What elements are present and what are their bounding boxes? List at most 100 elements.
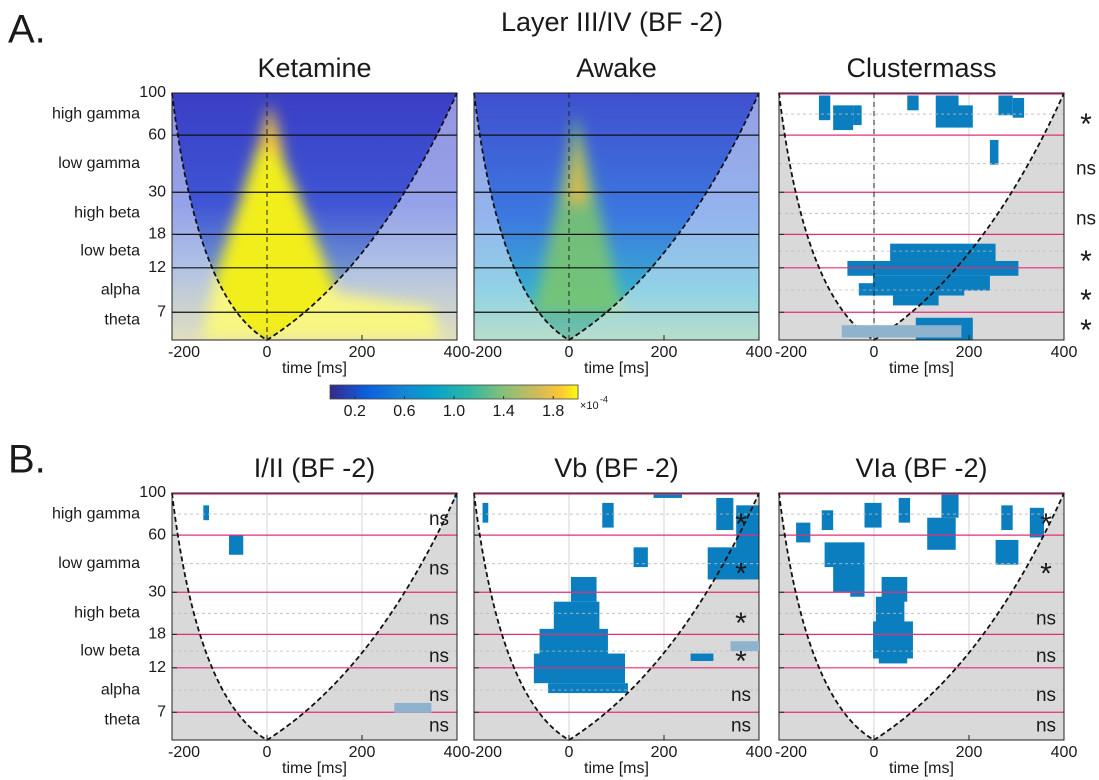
plot-title: Vb (BF -2) bbox=[554, 453, 679, 483]
cluster-region bbox=[995, 539, 1019, 565]
significance-label: * bbox=[735, 645, 747, 678]
band-label: high beta bbox=[74, 205, 140, 222]
band-label: alpha bbox=[101, 681, 140, 698]
cluster-region bbox=[864, 502, 882, 528]
panel-label: B. bbox=[8, 438, 46, 482]
plot-title: I/II (BF -2) bbox=[254, 453, 376, 483]
significance-label: * bbox=[1080, 245, 1092, 278]
colorbar-tick-label: 0.6 bbox=[393, 403, 415, 420]
cluster-region bbox=[955, 105, 973, 128]
cluster-region bbox=[858, 283, 965, 296]
significance-label: * bbox=[735, 558, 747, 591]
cluster-region bbox=[548, 683, 628, 694]
cone-outside bbox=[172, 93, 457, 340]
cluster-region bbox=[989, 139, 999, 165]
x-tick-label: 400 bbox=[444, 744, 471, 761]
x-tick-label: -200 bbox=[168, 344, 200, 361]
cluster-region bbox=[730, 641, 759, 652]
plot-title: VIa (BF -2) bbox=[855, 453, 987, 483]
cluster-region bbox=[833, 105, 854, 131]
cluster-region bbox=[1029, 507, 1045, 538]
cluster-region bbox=[1001, 505, 1013, 531]
colorbar-tick-label: 1.0 bbox=[443, 403, 465, 420]
cluster-region bbox=[893, 295, 939, 306]
significance-label: ns bbox=[1076, 208, 1096, 229]
band-label: alpha bbox=[101, 281, 140, 298]
band-label: theta bbox=[104, 311, 140, 328]
x-tick-label: -200 bbox=[470, 344, 502, 361]
significance-label: ns bbox=[731, 685, 751, 706]
y-tick-label: 60 bbox=[148, 126, 166, 143]
cluster-region bbox=[482, 502, 489, 523]
band-label: low gamma bbox=[58, 555, 140, 572]
x-tick-label: 200 bbox=[956, 744, 983, 761]
cluster-region bbox=[850, 542, 865, 597]
cluster-region bbox=[890, 243, 996, 261]
x-tick-label: 200 bbox=[651, 744, 678, 761]
x-axis-label: time [ms] bbox=[282, 760, 347, 777]
band-label: high beta bbox=[74, 605, 140, 622]
band-label: high gamma bbox=[52, 505, 140, 522]
x-axis-label: time [ms] bbox=[889, 760, 954, 777]
significance-label: * bbox=[1080, 284, 1092, 317]
cluster-region bbox=[878, 651, 908, 664]
plot-frame bbox=[171, 492, 458, 741]
significance-label: * bbox=[735, 508, 747, 541]
y-tick-label: 60 bbox=[148, 526, 166, 543]
y-tick-label: 30 bbox=[148, 583, 166, 600]
cluster-region bbox=[653, 493, 683, 498]
x-tick-label: -200 bbox=[775, 744, 807, 761]
cluster-region bbox=[821, 510, 834, 531]
band-label: low gamma bbox=[58, 155, 140, 172]
cluster-region bbox=[707, 547, 742, 580]
colorbar-tick-label: 1.4 bbox=[492, 403, 514, 420]
band-label: high gamma bbox=[52, 105, 140, 122]
significance-label: ns bbox=[429, 509, 449, 530]
significance-label: ns bbox=[429, 685, 449, 706]
plot-frame bbox=[171, 92, 458, 341]
significance-label: ns bbox=[1036, 646, 1056, 667]
x-tick-label: -200 bbox=[775, 344, 807, 361]
cluster-region bbox=[602, 502, 614, 528]
y-tick-label: 18 bbox=[148, 626, 166, 643]
y-tick-label: 30 bbox=[148, 183, 166, 200]
power-region bbox=[569, 133, 586, 203]
plot-title: Awake bbox=[576, 53, 657, 83]
colorbar-multiplier: ×10 bbox=[580, 400, 599, 412]
significance-label: ns bbox=[1036, 685, 1056, 706]
significance-label: ns bbox=[429, 608, 449, 629]
x-tick-label: 400 bbox=[1051, 344, 1078, 361]
y-tick-label: 7 bbox=[157, 703, 166, 720]
plot-title: Clustermass bbox=[846, 53, 996, 83]
x-tick-label: 0 bbox=[870, 744, 879, 761]
power-region bbox=[534, 113, 624, 313]
y-tick-label: 12 bbox=[148, 659, 166, 676]
cone-outside bbox=[172, 493, 457, 740]
cluster-region bbox=[907, 95, 919, 111]
cone-outside bbox=[779, 493, 1064, 740]
power-region bbox=[202, 118, 442, 340]
significance-label: ns bbox=[1076, 159, 1096, 180]
x-tick-label: 200 bbox=[651, 344, 678, 361]
cluster-region bbox=[841, 325, 962, 338]
x-tick-label: 200 bbox=[349, 744, 376, 761]
significance-label: ns bbox=[1036, 715, 1056, 736]
x-tick-label: 0 bbox=[565, 744, 574, 761]
x-tick-label: 0 bbox=[565, 344, 574, 361]
significance-label: ns bbox=[429, 646, 449, 667]
significance-label: * bbox=[1040, 508, 1052, 541]
significance-label: ns bbox=[429, 715, 449, 736]
cluster-region bbox=[796, 522, 811, 543]
x-tick-label: 400 bbox=[1051, 744, 1078, 761]
significance-label: ns bbox=[429, 559, 449, 580]
heatmap bbox=[474, 93, 759, 340]
heatmap-field bbox=[534, 113, 624, 313]
plot-title: Ketamine bbox=[257, 53, 371, 83]
power-region bbox=[257, 103, 284, 153]
cluster-region bbox=[935, 95, 959, 128]
x-tick-label: -200 bbox=[168, 744, 200, 761]
cluster-region bbox=[818, 95, 831, 121]
cone-outside bbox=[474, 93, 759, 340]
y-tick-label: 7 bbox=[157, 303, 166, 320]
x-axis-label: time [ms] bbox=[584, 760, 649, 777]
